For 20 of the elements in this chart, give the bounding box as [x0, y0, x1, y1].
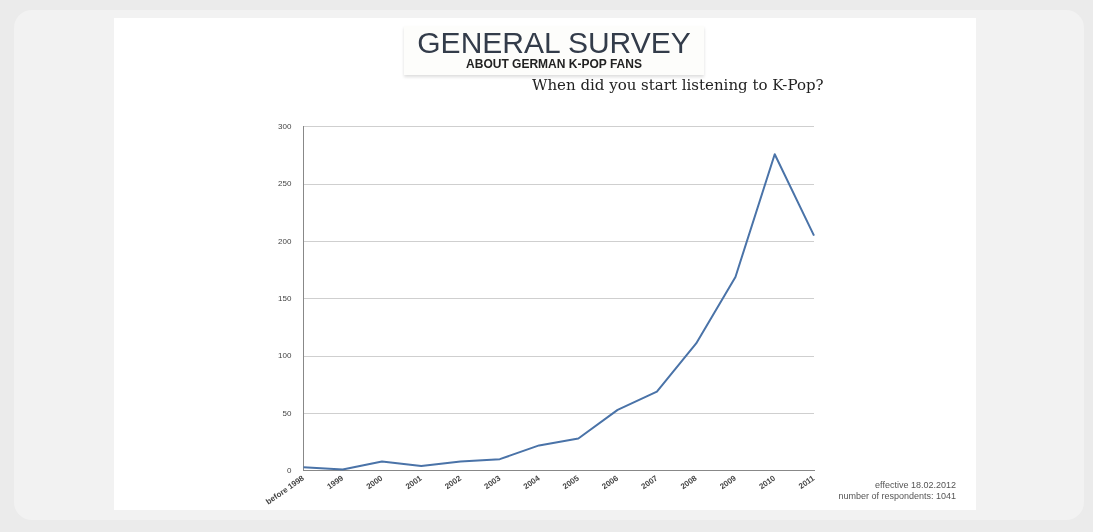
x-tick-label: 2002 — [443, 473, 464, 492]
text: number of respondents: 1041 — [838, 491, 956, 502]
y-tick-label: 0 — [286, 465, 292, 475]
x-tick-label: 1999 — [325, 473, 346, 492]
x-tick-label: 2000 — [364, 473, 385, 492]
text: When did you start listening to K-Pop? — [532, 76, 824, 94]
chart-title: GENERAL SURVEY — [416, 26, 692, 59]
y-tick-label: 200 — [278, 236, 292, 246]
x-tick-label: 2011 — [797, 473, 817, 491]
x-tick-label: 2009 — [718, 473, 739, 492]
x-tick-label: 2001 — [403, 473, 425, 492]
y-tick-label: 300 — [278, 122, 292, 131]
chart-subtitle: ABOUT GERMAN K-POP FANS — [465, 57, 643, 71]
x-tick-label: 2010 — [757, 473, 778, 492]
y-tick-label: 250 — [278, 179, 292, 189]
y-tick-label: 150 — [278, 293, 292, 303]
y-tick-label: 50 — [282, 408, 292, 418]
text: effective 18.02.2012 — [874, 480, 956, 491]
y-tick-label: 100 — [278, 351, 292, 361]
x-tick-label: 2006 — [600, 473, 621, 492]
